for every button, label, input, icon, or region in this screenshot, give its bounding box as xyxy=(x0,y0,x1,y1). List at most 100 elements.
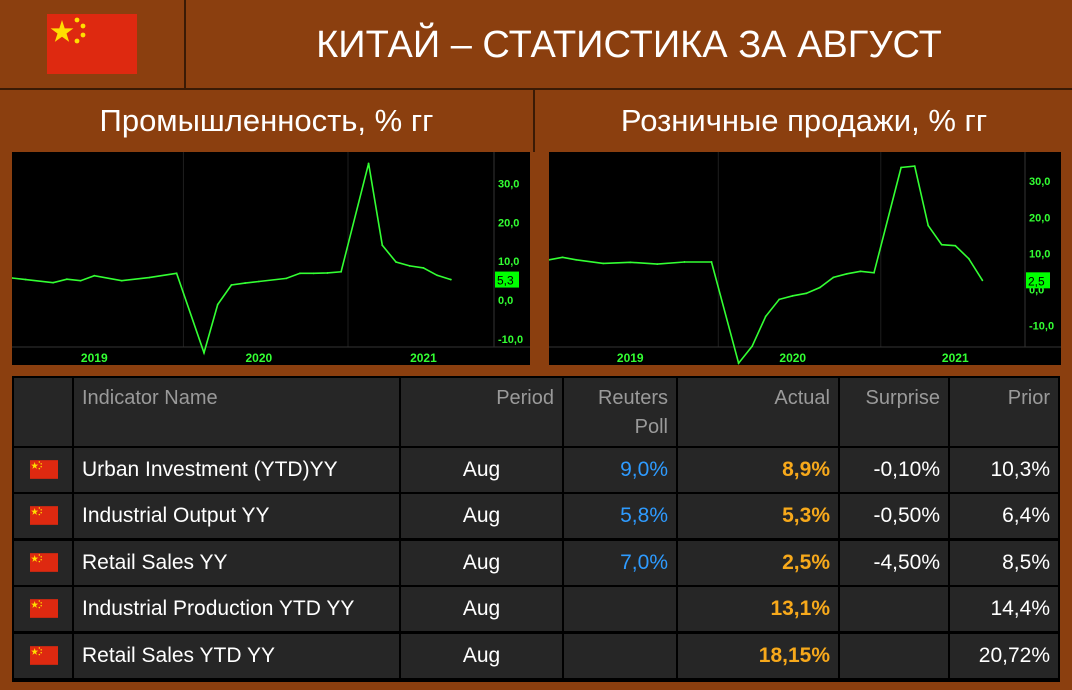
y-tick-label: 0,0 xyxy=(498,295,513,307)
data-point xyxy=(737,362,740,365)
y-tick-label: -10,0 xyxy=(498,334,523,346)
chart-title-retail: Розничные продажи, % гг xyxy=(620,103,988,138)
data-point xyxy=(602,262,605,265)
table-header-surprise: Surprise xyxy=(840,378,948,446)
data-point xyxy=(244,282,247,284)
table-cell-actual: 8,9% xyxy=(678,448,838,492)
data-point xyxy=(751,345,754,348)
data-point xyxy=(778,298,781,301)
table-header-period: Period xyxy=(401,378,562,446)
table-cell-poll xyxy=(564,587,676,632)
data-point xyxy=(216,303,219,306)
data-point xyxy=(285,277,288,280)
data-point xyxy=(52,281,55,284)
table-cell-actual: 13,1% xyxy=(678,587,838,632)
data-point xyxy=(422,266,425,269)
data-point xyxy=(299,272,301,275)
table-cell-prior: 8,5% xyxy=(950,540,1058,585)
y-tick-label: 20,0 xyxy=(1029,212,1050,224)
china-flag-icon xyxy=(30,599,58,619)
data-point xyxy=(859,270,862,273)
table-cell-actual: 2,5% xyxy=(678,540,838,585)
table-cell-name: Retail Sales YTD YY xyxy=(74,633,399,678)
table-header-flag xyxy=(14,378,72,446)
table-header-poll-line1: Reuters xyxy=(597,387,668,409)
x-tick-label: 2021 xyxy=(410,351,437,365)
table-cell-poll xyxy=(564,633,676,678)
data-point xyxy=(846,272,848,275)
data-point xyxy=(93,274,96,277)
data-point xyxy=(832,276,835,279)
table-cell-surprise: -0,10% xyxy=(840,448,948,492)
y-tick-label: 30,0 xyxy=(1029,176,1050,188)
industry-line-chart: 30,0 20,0 10,0 0,0 -10,0 2019 2020 2021 5,3 xyxy=(12,152,530,365)
table-cell-prior: 6,4% xyxy=(950,494,1058,539)
row-flag-cell xyxy=(14,633,72,678)
data-point xyxy=(967,257,970,260)
china-flag-icon xyxy=(30,552,58,572)
data-point xyxy=(175,272,178,275)
last-value-box xyxy=(1026,272,1050,289)
chart-title-industry: Промышленность, % гг xyxy=(0,90,535,152)
table-cell-surprise xyxy=(840,587,948,632)
table-cell-surprise: -0,50% xyxy=(840,494,948,539)
data-point xyxy=(656,263,659,266)
x-tick-label: 2019 xyxy=(81,351,108,365)
data-point xyxy=(913,165,916,167)
table-cell-name: Urban Investment (YTD)YY xyxy=(74,448,399,492)
x-tick-label: 2021 xyxy=(942,351,969,365)
data-point xyxy=(629,261,632,264)
table-header-poll: Reuters Poll xyxy=(564,378,676,446)
table-cell-prior: 20,72% xyxy=(950,633,1058,678)
data-point xyxy=(549,258,550,261)
data-point xyxy=(65,278,68,281)
data-point xyxy=(449,278,452,281)
row-flag-cell xyxy=(14,494,72,539)
china-flag-icon xyxy=(30,506,58,526)
data-point xyxy=(954,244,957,247)
table-header-prior: Prior xyxy=(950,378,1058,446)
x-tick-label: 2019 xyxy=(617,351,644,365)
y-tick-label: 30,0 xyxy=(498,178,519,190)
data-point xyxy=(381,244,384,247)
data-point xyxy=(900,166,903,169)
table-cell-period: Aug xyxy=(401,448,562,492)
y-tick-label: -10,0 xyxy=(1029,320,1054,332)
data-point xyxy=(326,272,329,274)
china-flag-icon xyxy=(30,460,58,479)
data-point xyxy=(436,274,439,277)
data-point xyxy=(805,292,808,295)
row-flag-cell xyxy=(14,540,72,585)
data-point xyxy=(710,261,713,263)
page-title: КИТАЙ – СТАТИСТИКА ЗА АВГУСТ xyxy=(316,23,942,66)
table-cell-prior: 14,4% xyxy=(950,587,1058,632)
data-point xyxy=(79,279,82,282)
data-point xyxy=(148,276,151,279)
data-point xyxy=(367,162,370,165)
y-tick-label: 10,0 xyxy=(498,256,519,268)
table-cell-name: Industrial Production YTD YY xyxy=(74,587,399,632)
table-cell-poll: 5,8% xyxy=(564,494,676,539)
table-cell-prior: 10,3% xyxy=(950,448,1058,492)
data-point xyxy=(24,278,27,281)
data-point xyxy=(203,351,205,354)
series-line xyxy=(12,163,452,356)
data-point xyxy=(561,256,564,259)
table-header-name: Indicator Name xyxy=(74,378,399,446)
table-cell-surprise xyxy=(840,633,948,678)
last-value-label: 2,5 xyxy=(1028,274,1045,288)
table-cell-poll: 9,0% xyxy=(564,448,676,492)
data-point xyxy=(120,279,123,282)
data-point xyxy=(873,271,875,274)
data-point xyxy=(395,261,397,263)
table-cell-period: Aug xyxy=(401,633,562,678)
x-tick-label: 2020 xyxy=(779,351,806,365)
table-cell-period: Aug xyxy=(401,587,562,632)
china-flag-icon xyxy=(47,14,137,74)
row-flag-cell xyxy=(14,448,72,492)
flag-box xyxy=(0,0,186,90)
header-bar: КИТАЙ – СТАТИСТИКА ЗА АВГУСТ xyxy=(0,0,1072,90)
last-value-label: 5,3 xyxy=(497,274,514,288)
data-point xyxy=(230,284,233,286)
table-header-actual: Actual xyxy=(678,378,838,446)
